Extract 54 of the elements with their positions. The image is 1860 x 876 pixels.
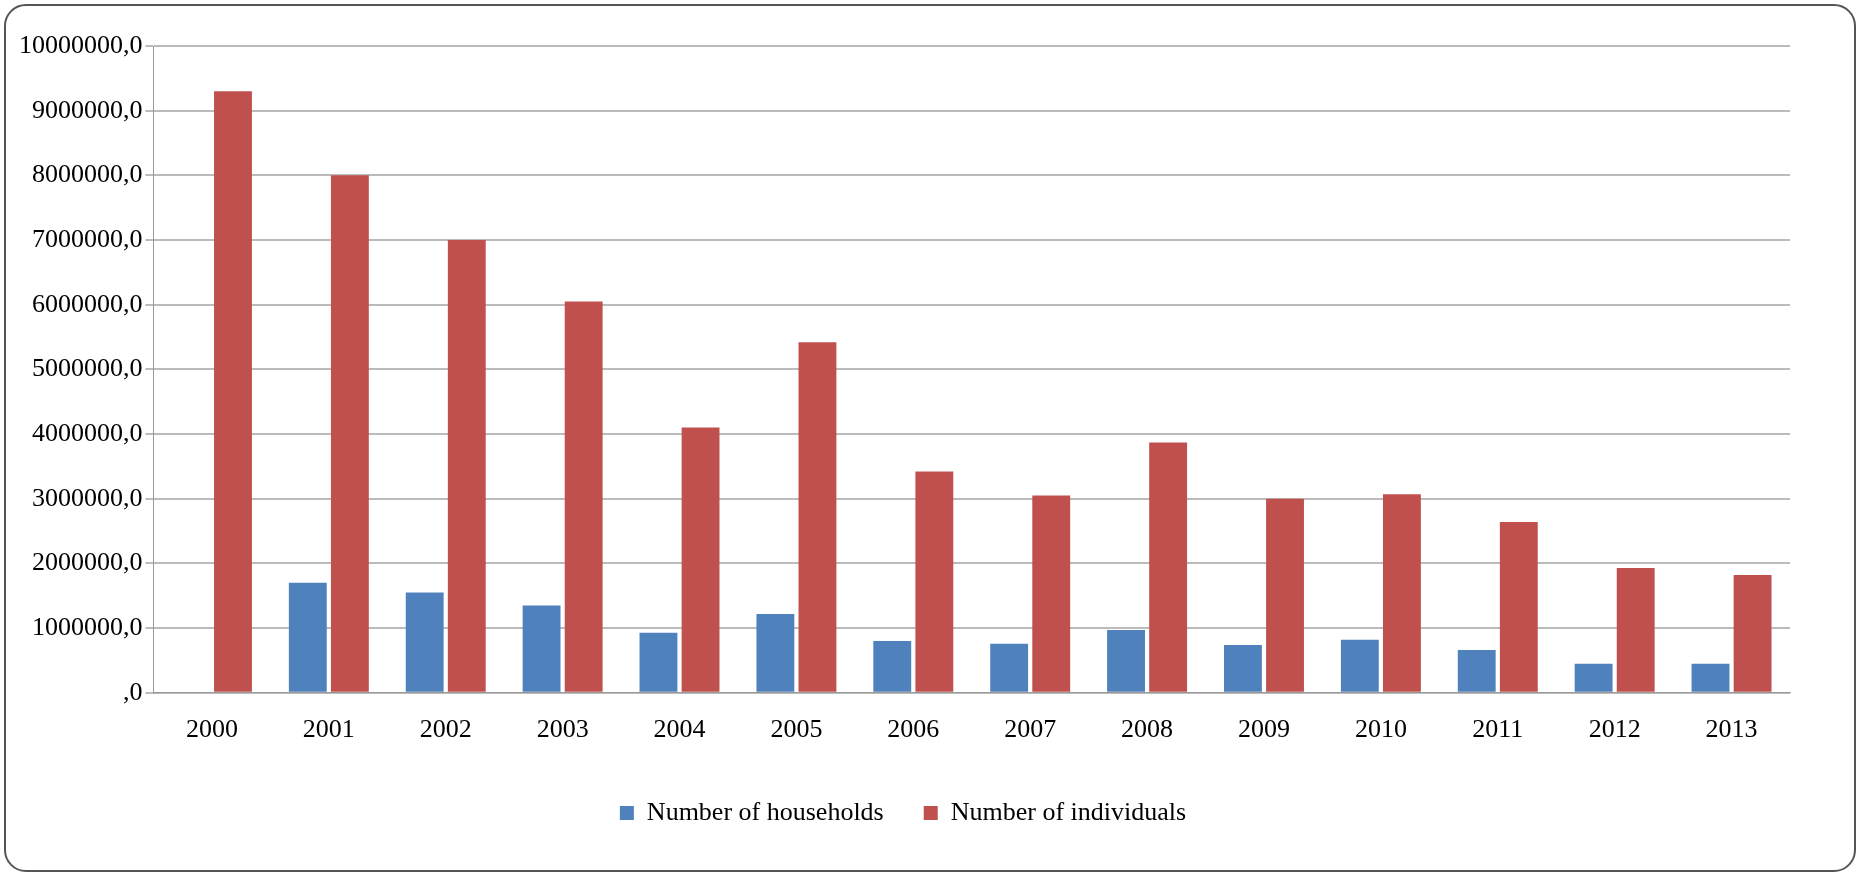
bar [288,582,327,692]
bar [1616,567,1655,692]
y-tick-label: 8000000,0 [32,159,143,189]
y-tick-label: 9000000,0 [32,94,143,124]
y-tick-label: 10000000,0 [19,29,143,59]
bar [1733,575,1772,692]
bar [1574,663,1613,692]
x-tick-label: 2006 [887,714,940,744]
bar [1224,644,1262,692]
x-tick-label: 2009 [1237,714,1290,744]
bar [756,613,795,692]
bar [1340,639,1379,692]
bar [1266,498,1304,692]
x-tick-label: 2012 [1588,714,1641,744]
bar [1107,630,1145,692]
x-tick-label: 2010 [1354,714,1407,744]
bar [214,91,252,692]
y-tick-label: 6000000,0 [32,288,143,318]
x-tick-label: 2005 [770,714,823,744]
y-tick-label: 5000000,0 [32,353,143,383]
y-tick-label: ,0 [123,676,143,706]
bar [1457,650,1496,692]
bar [1691,663,1730,692]
bar [1499,522,1538,692]
y-tick-label: 7000000,0 [32,223,143,253]
bar [873,641,912,692]
bar [330,175,369,692]
x-tick-label: 2003 [536,714,589,744]
x-tick-label: 2008 [1121,714,1174,744]
bar [522,605,561,692]
x-tick-label: 2013 [1705,714,1758,744]
bar [1032,495,1071,692]
y-tick-label: 1000000,0 [32,611,143,641]
bar [798,342,837,692]
bar [447,240,486,692]
bar [1382,494,1421,692]
bar [681,427,720,692]
y-tick-label: 3000000,0 [32,482,143,512]
bar [405,592,444,692]
legend-label: Number of households [646,796,884,826]
legend-label: Number of individuals [950,796,1187,826]
y-tick-label: 4000000,0 [32,417,143,447]
y-tick-label: 2000000,0 [32,547,143,577]
x-tick-label: 2007 [1004,714,1057,744]
bar [990,643,1029,692]
x-tick-label: 2001 [302,714,355,744]
bar [639,632,678,692]
x-tick-label: 2004 [653,714,706,744]
x-tick-label: 2000 [185,714,238,744]
bar [915,471,954,692]
bar [1149,442,1188,692]
bar [564,301,603,692]
x-tick-label: 2002 [419,714,472,744]
x-tick-label: 2011 [1472,714,1524,744]
